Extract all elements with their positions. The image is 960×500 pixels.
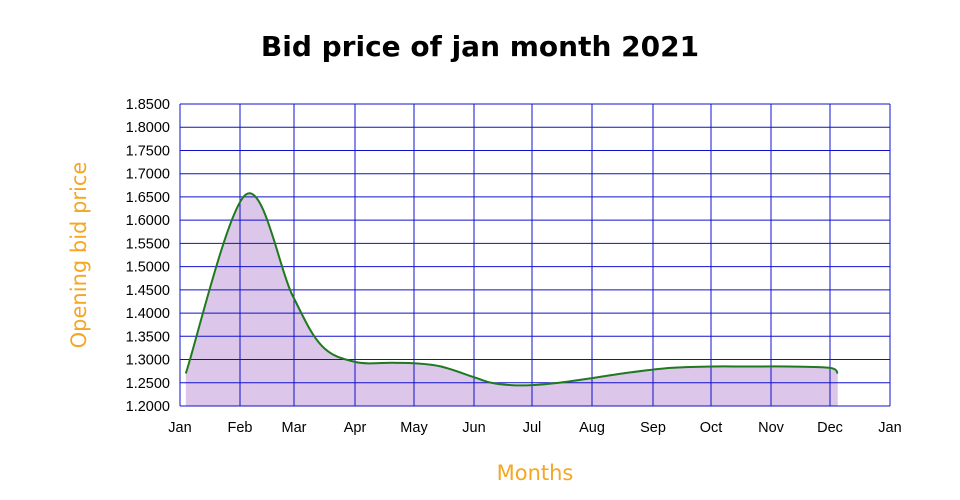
x-tick-layer: Jan Feb Mar Apr May Jun Jul Aug Sep Oct Nov Dec Jan (168, 420, 901, 436)
x-tick-label: Aug (579, 420, 605, 436)
area-fill-layer (185, 193, 838, 406)
y-tick-label: 1.7500 (126, 143, 170, 159)
series-line (184, 192, 839, 387)
x-tick-label: Jun (462, 420, 485, 436)
y-tick-label: 1.8000 (126, 120, 170, 136)
y-tick-label: 1.6000 (126, 213, 170, 229)
y-tick-layer: 1.2000 1.2500 1.3000 1.3500 1.4000 1.4500 1.50… (126, 97, 170, 415)
x-tick-label: Sep (640, 420, 666, 436)
y-tick-label: 1.4000 (126, 306, 170, 322)
x-tick-label: May (400, 420, 428, 436)
y-axis-title: Opening bid price (67, 162, 91, 349)
chart-title: Bid price of jan month 2021 (260, 30, 700, 63)
y-tick-label: 1.2500 (126, 376, 170, 392)
x-axis-title: Months (497, 461, 574, 485)
x-tick-label: Mar (282, 420, 307, 436)
y-tick-label: 1.4500 (126, 283, 170, 299)
area-fill (185, 193, 838, 406)
x-tick-label: Apr (344, 420, 367, 436)
y-tick-label: 1.3000 (126, 353, 170, 369)
y-tick-label: 1.2000 (126, 399, 170, 415)
x-tick-label: Dec (817, 420, 843, 436)
x-tick-label: Jul (523, 420, 542, 436)
x-tick-label: Feb (228, 420, 253, 436)
x-tick-label: Jan (878, 420, 901, 436)
y-tick-label: 1.6500 (126, 190, 170, 206)
grid-layer (179, 103, 891, 407)
y-tick-label: 1.7000 (126, 167, 170, 183)
y-tick-label: 1.8500 (126, 97, 170, 113)
y-tick-label: 1.5000 (126, 260, 170, 276)
x-tick-label: Jan (168, 420, 191, 436)
x-tick-label: Oct (700, 420, 723, 436)
series-line-layer (184, 192, 839, 387)
y-tick-label: 1.5500 (126, 236, 170, 252)
x-tick-label: Nov (758, 420, 785, 436)
y-tick-label: 1.3500 (126, 329, 170, 345)
